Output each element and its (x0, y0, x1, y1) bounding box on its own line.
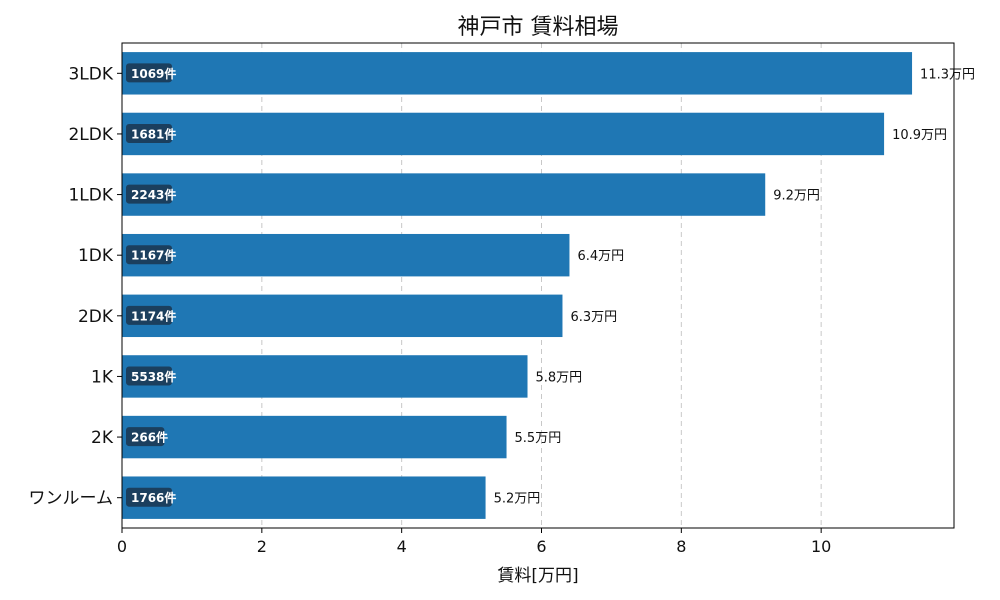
category-label: 1K (91, 367, 114, 387)
y-axis-ticks: 3LDK 2LDK 1LDK 1DK 2DK 1K 2K ワンルーム (29, 64, 122, 509)
bar (122, 52, 913, 95)
count-label: 5538件 (131, 369, 176, 384)
category-label: 2K (91, 428, 114, 448)
category-label: 2LDK (68, 125, 113, 145)
count-badge (126, 427, 165, 447)
x-tick-label: 10 (811, 537, 831, 556)
count-label: 1681件 (131, 126, 176, 141)
x-axis-label: 賃料[万円] (497, 566, 578, 586)
count-badge (126, 366, 172, 386)
x-axis-ticks: 0 2 4 6 8 10 (117, 528, 831, 556)
category-label: 1DK (78, 246, 114, 266)
bar (122, 173, 766, 216)
count-badge (126, 305, 172, 325)
bars: 11.3万円 1069件 10.9万円 1681件 9.2万円 2243件 6.4万円 116… (122, 52, 975, 519)
value-label: 6.3万円 (570, 310, 617, 325)
x-tick-label: 6 (536, 537, 546, 556)
count-label: 1174件 (131, 308, 176, 323)
count-label: 1069件 (131, 66, 176, 81)
count-label: 266件 (131, 430, 168, 445)
value-label: 5.5万円 (515, 431, 562, 446)
bar (122, 233, 570, 277)
value-label: 6.4万円 (577, 249, 624, 264)
bar (122, 415, 507, 459)
bar (122, 112, 885, 156)
count-badge (126, 487, 172, 507)
bar (122, 355, 528, 398)
count-label: 2243件 (131, 187, 176, 202)
value-label: 5.2万円 (494, 492, 541, 507)
category-label: 3LDK (68, 64, 113, 84)
bar (122, 476, 486, 519)
value-label: 5.8万円 (536, 370, 583, 385)
chart-title: 神戸市 賃料相場 (458, 15, 619, 40)
count-badge (126, 123, 172, 143)
value-label: 10.9万円 (892, 128, 947, 143)
bar (122, 294, 563, 338)
x-tick-label: 8 (676, 537, 686, 556)
x-tick-label: 4 (397, 537, 407, 556)
plot-frame (121, 42, 955, 529)
value-label: 11.3万円 (920, 67, 975, 82)
category-label: 2DK (78, 307, 114, 327)
value-label: 9.2万円 (773, 189, 820, 204)
x-tick-label: 2 (257, 537, 267, 556)
category-label: ワンルーム (29, 489, 114, 509)
count-badge (126, 245, 172, 265)
count-label: 1766件 (131, 490, 176, 505)
count-label: 1167件 (131, 248, 176, 263)
x-tick-label: 0 (117, 537, 127, 556)
category-label: 1LDK (68, 186, 113, 206)
count-badge (126, 63, 172, 83)
count-badge (126, 184, 172, 204)
